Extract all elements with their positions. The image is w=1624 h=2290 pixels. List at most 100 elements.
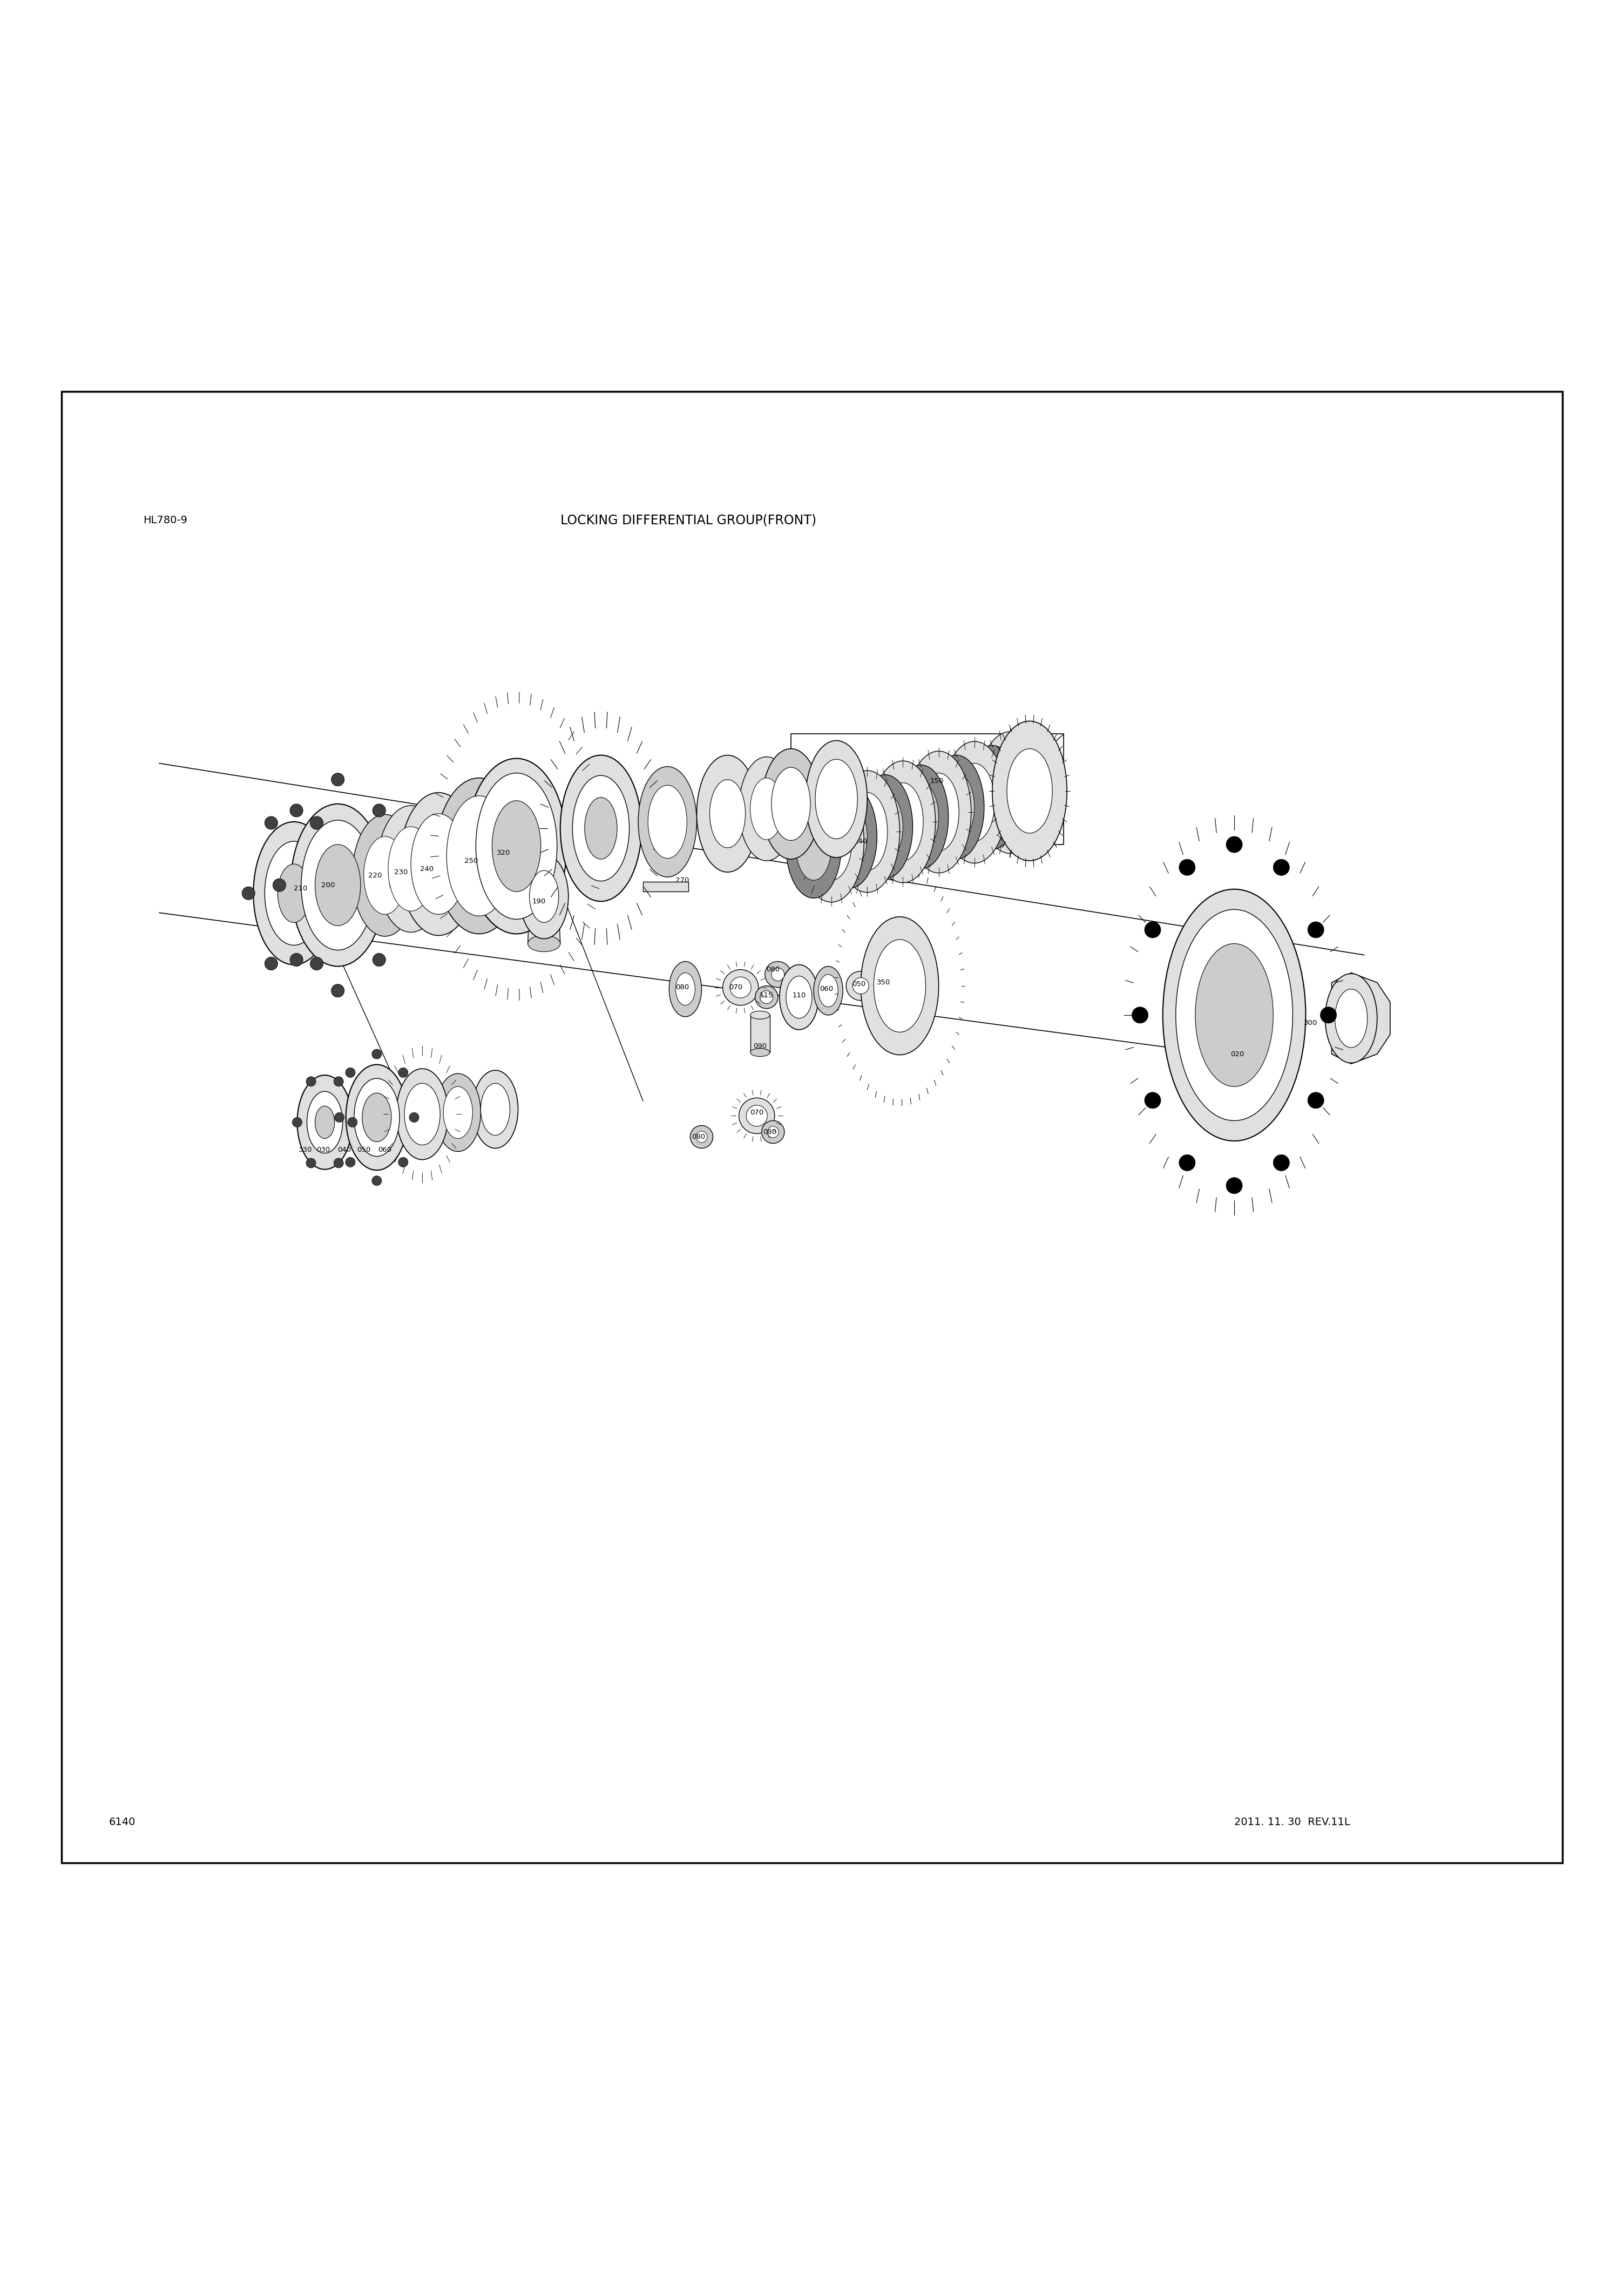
Ellipse shape bbox=[396, 1069, 448, 1159]
Ellipse shape bbox=[476, 774, 557, 918]
Text: 200: 200 bbox=[322, 882, 335, 889]
Circle shape bbox=[291, 804, 304, 818]
Text: 280: 280 bbox=[838, 790, 851, 797]
Ellipse shape bbox=[302, 820, 374, 950]
Ellipse shape bbox=[481, 1083, 510, 1136]
Ellipse shape bbox=[806, 740, 867, 856]
Circle shape bbox=[1273, 1154, 1289, 1170]
Ellipse shape bbox=[831, 802, 867, 870]
Ellipse shape bbox=[560, 756, 641, 902]
Text: 050: 050 bbox=[357, 1147, 370, 1154]
Ellipse shape bbox=[731, 978, 750, 998]
Circle shape bbox=[265, 957, 278, 971]
Text: 040: 040 bbox=[338, 1147, 351, 1154]
Text: 210: 210 bbox=[294, 884, 307, 891]
Ellipse shape bbox=[346, 1065, 408, 1170]
Text: 230: 230 bbox=[395, 868, 408, 875]
Ellipse shape bbox=[400, 792, 477, 937]
Text: 240: 240 bbox=[421, 866, 434, 872]
Ellipse shape bbox=[315, 845, 361, 925]
Ellipse shape bbox=[861, 916, 939, 1056]
Ellipse shape bbox=[750, 779, 783, 840]
Circle shape bbox=[346, 1156, 356, 1168]
Ellipse shape bbox=[765, 962, 791, 987]
Text: 220: 220 bbox=[369, 872, 382, 879]
Ellipse shape bbox=[942, 742, 1007, 863]
Ellipse shape bbox=[492, 802, 541, 891]
Ellipse shape bbox=[669, 962, 702, 1017]
Text: 160: 160 bbox=[760, 802, 773, 808]
Circle shape bbox=[1179, 859, 1195, 875]
Ellipse shape bbox=[747, 1106, 767, 1127]
Text: 270: 270 bbox=[676, 877, 689, 884]
Circle shape bbox=[273, 879, 286, 891]
Text: 6140: 6140 bbox=[109, 1818, 135, 1827]
Circle shape bbox=[310, 818, 323, 829]
Ellipse shape bbox=[466, 758, 567, 934]
Ellipse shape bbox=[529, 870, 559, 923]
Text: 350: 350 bbox=[877, 980, 890, 987]
Ellipse shape bbox=[265, 840, 323, 946]
Ellipse shape bbox=[929, 756, 984, 859]
Ellipse shape bbox=[965, 747, 1020, 850]
Ellipse shape bbox=[992, 721, 1067, 861]
Text: 080: 080 bbox=[676, 985, 689, 992]
Circle shape bbox=[1132, 1008, 1148, 1024]
Circle shape bbox=[265, 818, 278, 829]
Text: 300: 300 bbox=[1304, 1019, 1317, 1026]
Text: 070: 070 bbox=[729, 985, 742, 992]
Circle shape bbox=[372, 953, 385, 966]
Ellipse shape bbox=[435, 1074, 481, 1152]
Circle shape bbox=[372, 1175, 382, 1186]
Ellipse shape bbox=[739, 1097, 775, 1134]
Circle shape bbox=[331, 985, 344, 996]
Ellipse shape bbox=[815, 760, 857, 838]
Ellipse shape bbox=[690, 1124, 713, 1147]
Circle shape bbox=[1145, 1092, 1161, 1108]
Ellipse shape bbox=[638, 767, 697, 877]
Ellipse shape bbox=[520, 854, 568, 939]
Ellipse shape bbox=[1176, 909, 1293, 1120]
Text: 2011. 11. 30  REV.11L: 2011. 11. 30 REV.11L bbox=[1234, 1818, 1350, 1827]
Text: LOCKING DIFFERENTIAL GROUP(FRONT): LOCKING DIFFERENTIAL GROUP(FRONT) bbox=[560, 513, 817, 527]
Circle shape bbox=[305, 1076, 315, 1085]
Circle shape bbox=[1307, 1092, 1324, 1108]
Ellipse shape bbox=[435, 779, 523, 934]
Polygon shape bbox=[643, 882, 689, 891]
Text: 150: 150 bbox=[931, 779, 944, 785]
Ellipse shape bbox=[780, 964, 818, 1030]
Circle shape bbox=[310, 957, 323, 971]
Ellipse shape bbox=[814, 966, 843, 1014]
Circle shape bbox=[1273, 859, 1289, 875]
Ellipse shape bbox=[867, 792, 903, 861]
Ellipse shape bbox=[473, 1069, 518, 1147]
Ellipse shape bbox=[315, 1106, 335, 1138]
Circle shape bbox=[291, 953, 304, 966]
Ellipse shape bbox=[750, 1049, 770, 1056]
Text: 060: 060 bbox=[820, 985, 833, 992]
Circle shape bbox=[1307, 921, 1324, 939]
Ellipse shape bbox=[676, 973, 695, 1005]
Ellipse shape bbox=[388, 827, 434, 911]
Ellipse shape bbox=[893, 765, 948, 868]
Ellipse shape bbox=[404, 1083, 440, 1145]
Ellipse shape bbox=[585, 797, 617, 859]
Circle shape bbox=[335, 1076, 344, 1085]
Ellipse shape bbox=[771, 969, 784, 980]
Ellipse shape bbox=[572, 776, 630, 882]
Ellipse shape bbox=[739, 756, 794, 861]
Text: 060: 060 bbox=[378, 1147, 391, 1154]
Ellipse shape bbox=[919, 774, 958, 852]
Ellipse shape bbox=[447, 797, 512, 916]
Ellipse shape bbox=[307, 1092, 343, 1154]
Text: 320: 320 bbox=[497, 850, 510, 856]
Ellipse shape bbox=[377, 806, 445, 932]
Ellipse shape bbox=[848, 792, 887, 870]
Ellipse shape bbox=[835, 772, 900, 893]
Text: 170: 170 bbox=[789, 802, 802, 808]
Text: 115: 115 bbox=[760, 992, 773, 998]
Circle shape bbox=[398, 1067, 408, 1079]
Circle shape bbox=[335, 1159, 344, 1168]
Text: 260: 260 bbox=[715, 806, 728, 813]
Ellipse shape bbox=[695, 1131, 706, 1143]
